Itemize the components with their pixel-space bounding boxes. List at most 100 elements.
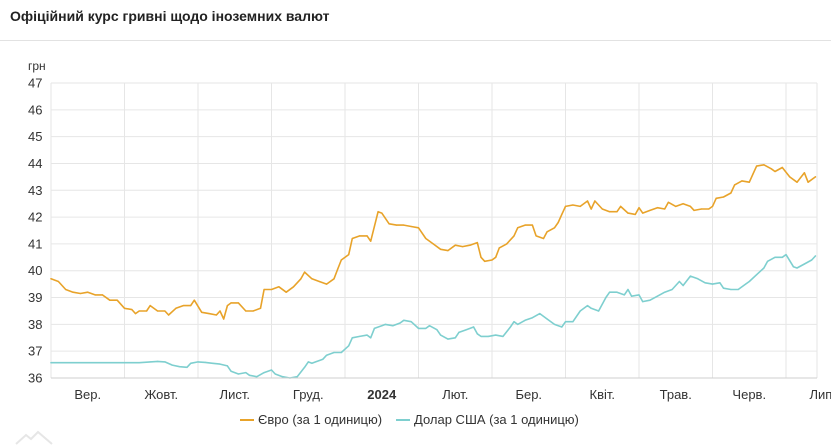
data-point — [697, 278, 699, 280]
data-point — [675, 205, 677, 207]
data-point — [245, 372, 247, 374]
data-point — [564, 205, 567, 207]
data-point — [803, 172, 806, 174]
data-point — [506, 243, 508, 245]
data-point — [689, 275, 692, 277]
data-point — [348, 254, 350, 256]
data-point — [484, 260, 486, 262]
data-point — [366, 235, 368, 237]
data-point — [340, 351, 342, 354]
data-point — [586, 305, 589, 307]
data-point — [642, 212, 644, 214]
data-point — [157, 310, 159, 312]
data-point — [417, 227, 420, 229]
data-point — [656, 207, 659, 209]
data-point — [256, 376, 258, 378]
data-point — [711, 283, 714, 285]
data-point — [208, 313, 210, 315]
usd-series-line — [50, 253, 817, 379]
data-point — [627, 212, 629, 214]
data-point — [638, 294, 640, 296]
data-point — [623, 294, 625, 296]
data-point — [307, 361, 309, 363]
data-point — [803, 263, 806, 265]
data-point — [410, 225, 412, 228]
data-point — [72, 291, 74, 293]
data-point — [682, 284, 684, 287]
y-tick-label: 46 — [28, 102, 42, 117]
data-point — [557, 221, 559, 224]
data-point — [425, 237, 427, 240]
data-point — [704, 282, 706, 284]
data-point — [134, 313, 137, 315]
data-point — [480, 256, 482, 258]
x-tick-label: Груд. — [293, 387, 324, 402]
data-point — [781, 166, 783, 169]
data-point — [410, 321, 412, 323]
data-point — [741, 180, 743, 182]
data-point — [230, 302, 232, 304]
data-point — [182, 305, 184, 307]
y-tick-label: 39 — [28, 290, 42, 305]
data-point — [546, 231, 548, 233]
data-point — [186, 366, 188, 368]
data-point — [300, 278, 302, 280]
data-point — [403, 224, 405, 226]
data-point — [164, 361, 166, 363]
data-point — [542, 237, 545, 240]
y-tick-label: 36 — [28, 371, 42, 386]
data-point — [730, 288, 732, 291]
data-point — [598, 310, 600, 312]
data-point — [370, 240, 372, 242]
data-point — [590, 307, 592, 309]
data-point — [57, 280, 60, 283]
data-point — [491, 259, 493, 261]
x-tick-label: Черв. — [732, 387, 766, 402]
data-point — [469, 244, 471, 246]
data-point — [678, 280, 681, 283]
data-point — [417, 327, 420, 329]
data-point — [763, 164, 765, 166]
data-point — [263, 372, 265, 374]
y-tick-label: 40 — [28, 263, 42, 278]
data-point — [572, 204, 574, 206]
data-point — [370, 337, 372, 339]
data-point — [454, 337, 456, 339]
data-point — [649, 299, 651, 301]
data-point — [734, 184, 736, 186]
data-point — [561, 326, 563, 328]
data-point — [546, 318, 548, 320]
data-point — [79, 292, 81, 295]
data-point — [807, 181, 809, 183]
data-point — [730, 192, 732, 194]
data-point — [693, 209, 695, 211]
grid-layer — [50, 82, 818, 379]
data-point — [131, 309, 133, 311]
data-point — [498, 247, 500, 249]
data-point — [322, 358, 324, 360]
data-point — [748, 280, 750, 283]
data-point — [579, 205, 581, 207]
data-point — [609, 211, 611, 213]
data-point — [138, 310, 140, 312]
data-point — [175, 307, 177, 309]
data-point — [171, 364, 173, 366]
data-point — [473, 326, 475, 328]
legend-label: Євро (за 1 одиницю) — [258, 412, 382, 427]
data-point — [715, 197, 717, 199]
y-tick-label: 47 — [28, 76, 42, 91]
data-point — [212, 362, 214, 364]
data-point — [50, 362, 52, 364]
y-tick-label: 42 — [28, 210, 42, 225]
data-point — [366, 334, 368, 336]
data-point — [248, 374, 251, 376]
data-point — [146, 310, 148, 312]
data-point — [65, 288, 67, 291]
data-point — [609, 291, 611, 293]
data-point — [281, 376, 284, 378]
data-point — [756, 165, 758, 167]
data-point — [263, 288, 265, 291]
data-point — [223, 318, 225, 320]
